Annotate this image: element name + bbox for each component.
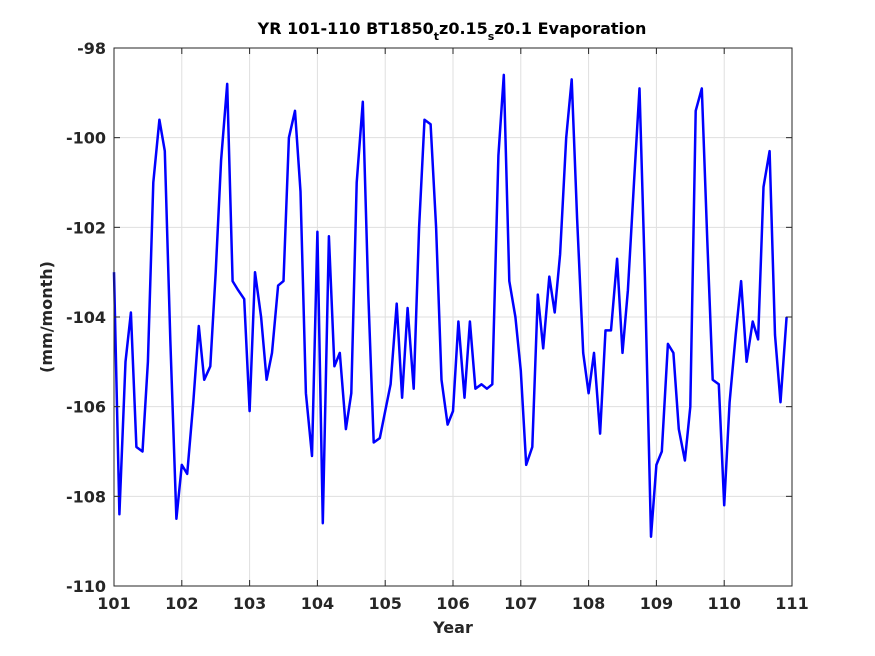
- y-tick-label: -108: [66, 487, 106, 506]
- y-tick-label: -100: [66, 129, 106, 148]
- title-mid: z0.15: [439, 19, 488, 38]
- y-tick-label: -102: [66, 218, 106, 237]
- evaporation-series-line: [112, 73, 788, 538]
- x-tick-label: 102: [165, 594, 198, 613]
- x-axis-label: Year: [432, 618, 473, 637]
- x-tick-label: 103: [233, 594, 266, 613]
- y-tick-label: -98: [77, 39, 106, 58]
- series-layer: [112, 73, 788, 538]
- chart-title: YR 101-110 BT1850tz0.15sz0.1 Evaporation: [257, 19, 647, 43]
- x-tick-label: 101: [97, 594, 130, 613]
- title-subscript-s: s: [488, 30, 495, 43]
- x-tick-label: 109: [640, 594, 673, 613]
- ticks: [113, 47, 793, 587]
- x-tick-label: 108: [572, 594, 605, 613]
- y-axis-label: (mm/month): [37, 261, 56, 373]
- x-tick-labels: 101 102 103 104 105 106 107 108 109 110 111: [97, 594, 808, 613]
- y-tick-label: -110: [66, 577, 106, 596]
- x-tick-label: 107: [504, 594, 537, 613]
- y-tick-label: -106: [66, 398, 106, 417]
- y-tick-label: -104: [66, 308, 106, 327]
- x-tick-label: 104: [301, 594, 334, 613]
- x-tick-label: 105: [368, 594, 401, 613]
- title-prefix: YR 101-110 BT1850: [257, 19, 434, 38]
- title-subscript-t: t: [434, 30, 439, 43]
- title-suffix: z0.1 Evaporation: [494, 19, 646, 38]
- x-tick-label: 111: [775, 594, 808, 613]
- y-tick-labels: -110 -108 -106 -104 -102 -100 -98: [66, 39, 106, 596]
- x-tick-label: 106: [436, 594, 469, 613]
- x-tick-label: 110: [707, 594, 740, 613]
